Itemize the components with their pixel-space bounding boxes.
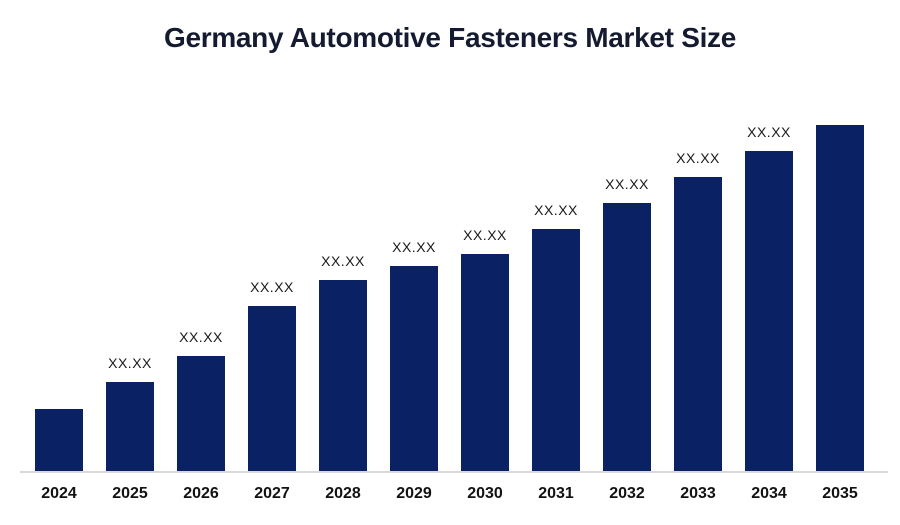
- bar-2030: [461, 254, 509, 471]
- x-tick-label-2031: 2031: [538, 485, 574, 502]
- x-tick-label-2025: 2025: [112, 485, 148, 502]
- bar-2029: [390, 266, 438, 471]
- x-tick-label-2033: 2033: [680, 485, 716, 502]
- x-tick-label-2032: 2032: [609, 485, 645, 502]
- bar-2035: [816, 125, 864, 471]
- bar-value-label-2027: XX.XX: [250, 279, 294, 295]
- bar-2027: [248, 306, 296, 471]
- bar-value-label-2030: XX.XX: [463, 227, 507, 243]
- x-axis-line: [20, 471, 888, 473]
- bar-value-label-2025: XX.XX: [108, 355, 152, 371]
- bar-2032: [603, 203, 651, 471]
- bar-value-label-2034: XX.XX: [747, 124, 791, 140]
- x-tick-label-2027: 2027: [254, 485, 290, 502]
- x-tick-label-2028: 2028: [325, 485, 361, 502]
- bar-2031: [532, 229, 580, 471]
- x-tick-label-2029: 2029: [396, 485, 432, 502]
- bar-value-label-2032: XX.XX: [605, 176, 649, 192]
- bar-2025: [106, 382, 154, 471]
- bar-2034: [745, 151, 793, 471]
- bar-2028: [319, 280, 367, 471]
- bar-value-label-2033: XX.XX: [676, 150, 720, 166]
- bar-value-label-2028: XX.XX: [321, 253, 365, 269]
- x-tick-label-2026: 2026: [183, 485, 219, 502]
- bar-value-label-2026: XX.XX: [179, 329, 223, 345]
- bar-2024: [35, 409, 83, 471]
- chart-title: Germany Automotive Fasteners Market Size: [163, 22, 737, 53]
- x-tick-label-2024: 2024: [41, 485, 77, 502]
- x-tick-label-2035: 2035: [822, 485, 858, 502]
- bar-2026: [177, 356, 225, 471]
- bar-2033: [674, 177, 722, 471]
- bar-value-label-2029: XX.XX: [392, 239, 436, 255]
- bar-value-label-2031: XX.XX: [534, 202, 578, 218]
- x-tick-label-2034: 2034: [751, 485, 787, 502]
- x-tick-label-2030: 2030: [467, 485, 503, 502]
